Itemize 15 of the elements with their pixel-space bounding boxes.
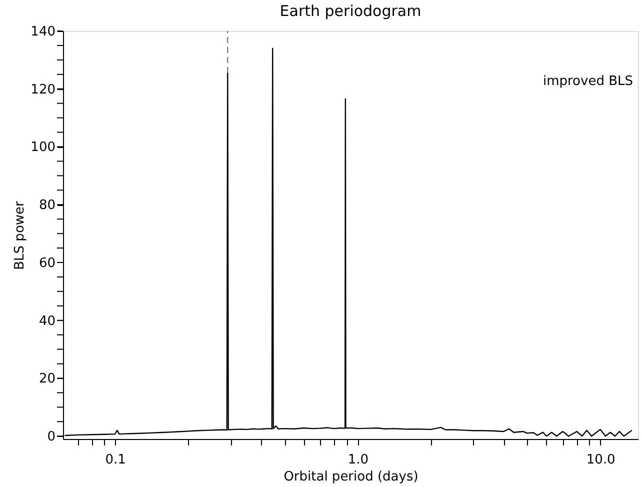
x-axis-title: Orbital period (days) xyxy=(284,470,418,484)
x-tick-label: 0.1 xyxy=(105,452,126,468)
y-tick-label: 120 xyxy=(30,82,56,98)
y-tick-label: 100 xyxy=(30,140,56,156)
annotation: improved BLS xyxy=(542,74,633,89)
y-tick-label: 140 xyxy=(30,24,56,40)
y-tick-label: 60 xyxy=(38,256,56,271)
y-tick-label: 80 xyxy=(38,198,56,214)
y-tick-label: 40 xyxy=(38,314,56,329)
x-tick-label: 10.0 xyxy=(586,452,616,468)
y-axis-title: BLS power xyxy=(12,200,28,270)
y-tick-label: 0 xyxy=(47,430,56,445)
x-tick-label: 1.0 xyxy=(348,452,369,468)
chart-title: Earth periodogram xyxy=(280,2,422,20)
y-tick-label: 20 xyxy=(38,372,56,387)
